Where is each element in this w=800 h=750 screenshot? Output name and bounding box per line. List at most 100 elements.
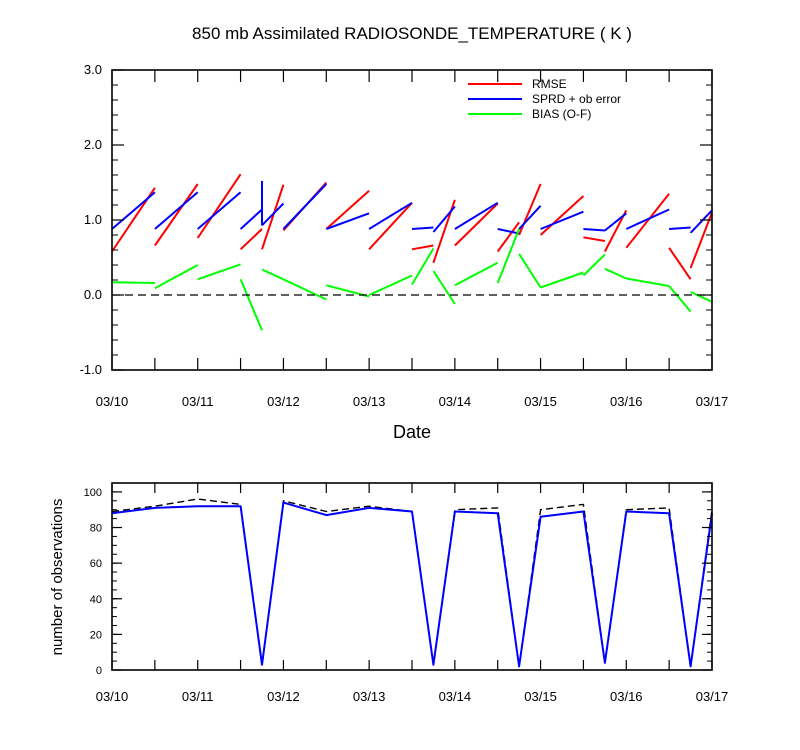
series-segment-rmse [368, 202, 413, 250]
series-segment-bias-o-f [239, 278, 263, 331]
x-tick-label: 03/16 [610, 689, 643, 704]
series-segment-bias-o-f [604, 267, 627, 280]
series-segment-rmse [261, 184, 285, 250]
x-tick-label: 03/13 [353, 689, 386, 704]
x-tick-label: 03/10 [96, 394, 129, 409]
top-y-tick-labels: 3.0 2.0 1.0 0.0 -1.0 [80, 62, 102, 377]
series-segment-sprd-ob-error [454, 201, 499, 230]
bottom-ticks [111, 482, 713, 671]
series-segment-rmse [154, 183, 199, 247]
series-segment-sprd-ob-error [239, 208, 263, 230]
series-segment-sprd-ob-error [540, 210, 584, 230]
series-segment-sprd-ob-error [282, 183, 328, 230]
series-segment-bias-o-f [411, 247, 435, 286]
series-segment-bias-o-f [540, 271, 584, 289]
series-segment-bias-o-f [690, 291, 713, 303]
x-tick-label: 03/12 [267, 689, 300, 704]
series-rmse [111, 173, 713, 280]
series-segment-bias-o-f [582, 253, 606, 277]
series-segment-bias-o-f [197, 263, 241, 281]
series-segment-sprd-ob-error [154, 191, 199, 230]
top-x-tick-labels: 03/10 03/11 03/12 03/13 03/14 03/15 03/16 03/17 [96, 394, 729, 409]
series-segment-sprd-ob-error [261, 202, 285, 227]
y-tick-label: 0 [96, 665, 102, 677]
x-tick-label: 03/14 [439, 689, 472, 704]
series-segment-bias-o-f [368, 274, 413, 296]
series-segment-sprd-ob-error [518, 205, 542, 230]
x-tick-label: 03/14 [439, 394, 472, 409]
series-segment-sprd-ob-error [604, 212, 627, 232]
legend-label-rmse: RMSE [532, 77, 567, 91]
series-segment-bias-o-f [282, 278, 327, 301]
obs-series-possible [111, 498, 713, 668]
chart-title: 850 mb Assimilated RADIOSONDE_TEMPERATUR… [192, 24, 632, 43]
series-segment-rmse [454, 202, 499, 247]
bottom-y-tick-labels: 0 20 40 60 80 100 [84, 487, 102, 677]
y-tick-label: 1.0 [84, 212, 102, 227]
x-tick-label: 03/10 [96, 689, 129, 704]
bottom-x-tick-labels: 03/10 03/11 03/12 03/13 03/14 03/15 03/16 03/17 [96, 689, 729, 704]
x-axis-label: Date [393, 422, 431, 442]
x-tick-label: 03/16 [610, 394, 643, 409]
series-segment-rmse [496, 221, 520, 253]
x-tick-label: 03/17 [696, 394, 729, 409]
y-tick-label: 2.0 [84, 137, 102, 152]
x-tick-label: 03/15 [524, 689, 557, 704]
series-segment-bias-o-f [261, 268, 284, 281]
y-tick-label: 0.0 [84, 287, 102, 302]
y-axis-label-observations: number of observations [49, 499, 66, 656]
series-segment-sprd-ob-error [432, 205, 456, 233]
series-segment-bias-o-f [454, 261, 499, 287]
series-segment-sprd-ob-error [411, 226, 434, 230]
x-tick-label: 03/11 [182, 394, 214, 409]
series-segment-rmse [325, 190, 370, 230]
series-segment-rmse [239, 228, 263, 251]
y-tick-label: 20 [90, 629, 102, 641]
series-segment-bias-o-f [432, 270, 456, 305]
series-sprd-ob-error [111, 181, 713, 235]
series-bias-o-f [111, 228, 713, 331]
series-segment-sprd-ob-error [325, 212, 370, 230]
series-segment-sprd-ob-error [689, 209, 713, 234]
series-segment-bias-o-f [496, 228, 521, 284]
y-tick-label: 100 [84, 487, 102, 499]
series-segment-bias-o-f [668, 285, 692, 313]
series-segment-rmse [196, 173, 242, 239]
x-tick-label: 03/15 [524, 394, 557, 409]
top-chart: 3.02.01.00.0-1.0 03/10 03/11 03/12 03/13 03/… [80, 62, 729, 442]
series-segment-sprd-ob-error [669, 226, 691, 230]
y-tick-label: 80 [90, 523, 102, 535]
x-tick-label: 03/13 [353, 394, 386, 409]
top-series-group [111, 173, 713, 331]
series-segment-bias-o-f [518, 253, 542, 289]
series-segment-rmse [668, 247, 692, 280]
series-segment-sprd-ob-error [583, 228, 605, 232]
series-segment-sprd-ob-error [111, 191, 156, 230]
y-tick-label: 40 [90, 594, 102, 606]
series-segment-sprd-ob-error [368, 201, 413, 230]
series-segment-sprd-ob-error [197, 191, 242, 230]
series-segment-rmse [411, 244, 434, 251]
y-tick-label: 3.0 [84, 62, 102, 77]
series-segment-rmse [625, 193, 670, 249]
y-tick-label: 60 [90, 558, 102, 570]
y-tick-label: -1.0 [80, 362, 102, 377]
series-segment-rmse [539, 195, 585, 236]
legend-label-bias-o-f: BIAS (O-F) [532, 107, 591, 121]
series-segment-rmse [689, 212, 713, 269]
legend-label-sprd-ob-error: SPRD + ob error [532, 92, 621, 106]
x-tick-label: 03/12 [267, 394, 300, 409]
obs-series-used [111, 501, 713, 668]
x-tick-label: 03/17 [696, 689, 729, 704]
series-segment-bias-o-f [111, 281, 155, 284]
x-tick-label: 03/11 [182, 689, 214, 704]
series-segment-sprd-ob-error [625, 208, 670, 230]
series-segment-bias-o-f [154, 264, 199, 290]
bottom-series-group [111, 498, 713, 668]
series-segment-sprd-ob-error [497, 228, 520, 235]
series-segment-rmse [583, 236, 606, 242]
top-ticks [111, 69, 713, 371]
